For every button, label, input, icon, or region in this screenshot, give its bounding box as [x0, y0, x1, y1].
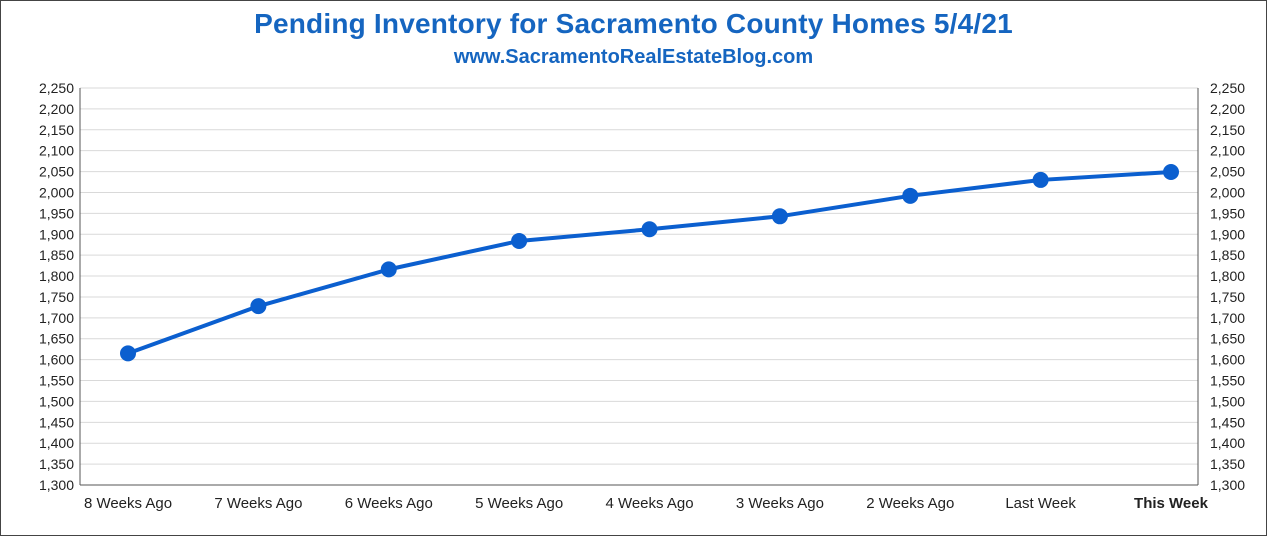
data-point: [250, 298, 267, 315]
y-tick-label-right: 1,450: [1210, 414, 1245, 430]
y-tick-label-left: 1,800: [39, 268, 74, 284]
y-tick-label-right: 1,550: [1210, 373, 1245, 389]
x-tick-label: 2 Weeks Ago: [866, 495, 954, 512]
data-point: [1163, 163, 1179, 180]
y-tick-label-left: 1,300: [39, 477, 74, 493]
x-tick-label: 6 Weeks Ago: [345, 495, 433, 512]
series-line: [127, 170, 1172, 356]
y-tick-label-left: 1,550: [39, 373, 74, 389]
y-tick-label-left: 1,850: [39, 247, 74, 263]
y-tick-label-left: 1,950: [39, 205, 74, 221]
y-tick-label-left: 2,050: [39, 164, 74, 180]
y-tick-label-right: 1,900: [1210, 226, 1245, 242]
x-tick-label: This Week: [1134, 495, 1209, 512]
y-tick-label-left: 1,500: [39, 393, 74, 409]
data-point: [902, 187, 919, 204]
chart-title: Pending Inventory for Sacramento County …: [254, 8, 1013, 39]
y-tick-label-right: 2,050: [1210, 164, 1245, 180]
y-tick-label-right: 1,950: [1210, 205, 1245, 221]
y-tick-label-left: 1,750: [39, 289, 74, 305]
y-tick-label-left: 2,200: [39, 101, 74, 117]
chart-subtitle: www.SacramentoRealEstateBlog.com: [453, 46, 814, 68]
data-point: [641, 221, 658, 238]
y-tick-label-right: 1,700: [1210, 310, 1245, 326]
y-tick-label-right: 2,000: [1210, 184, 1245, 200]
y-tick-label-left: 1,400: [39, 435, 74, 451]
x-tick-label: 3 Weeks Ago: [736, 495, 824, 512]
x-tick-label: Last Week: [1005, 495, 1076, 512]
data-point: [120, 345, 136, 362]
y-tick-label-right: 1,750: [1210, 289, 1245, 305]
y-tick-label-left: 1,900: [39, 226, 74, 242]
data-point: [771, 208, 788, 225]
y-tick-label-right: 1,850: [1210, 247, 1245, 263]
y-tick-label-left: 2,250: [39, 80, 74, 96]
y-tick-label-right: 1,600: [1210, 352, 1245, 368]
y-tick-label-right: 1,500: [1210, 393, 1245, 409]
y-tick-label-left: 1,350: [39, 456, 74, 472]
y-tick-label-left: 1,650: [39, 331, 74, 347]
x-tick-label: 5 Weeks Ago: [475, 495, 563, 512]
y-tick-label-left: 1,700: [39, 310, 74, 326]
y-tick-label-left: 1,600: [39, 352, 74, 368]
data-point: [511, 232, 528, 249]
y-tick-label-right: 1,400: [1210, 435, 1245, 451]
x-tick-label: 7 Weeks Ago: [214, 495, 302, 512]
data-point: [1032, 171, 1049, 188]
y-tick-label-left: 2,100: [39, 143, 74, 159]
y-tick-label-left: 2,150: [39, 122, 74, 138]
y-tick-label-left: 1,450: [39, 414, 74, 430]
data-point: [380, 261, 397, 278]
y-tick-label-right: 2,150: [1210, 122, 1245, 138]
y-tick-label-right: 1,350: [1210, 456, 1245, 472]
y-tick-label-right: 1,800: [1210, 268, 1245, 284]
x-tick-label: 8 Weeks Ago: [84, 495, 172, 512]
y-tick-label-right: 2,200: [1210, 101, 1245, 117]
y-tick-label-right: 1,650: [1210, 331, 1245, 347]
x-tick-label: 4 Weeks Ago: [605, 495, 693, 512]
y-tick-label-left: 2,000: [39, 184, 74, 200]
y-tick-label-right: 2,250: [1210, 80, 1245, 96]
y-tick-label-right: 1,300: [1210, 477, 1245, 493]
y-tick-label-right: 2,100: [1210, 143, 1245, 159]
